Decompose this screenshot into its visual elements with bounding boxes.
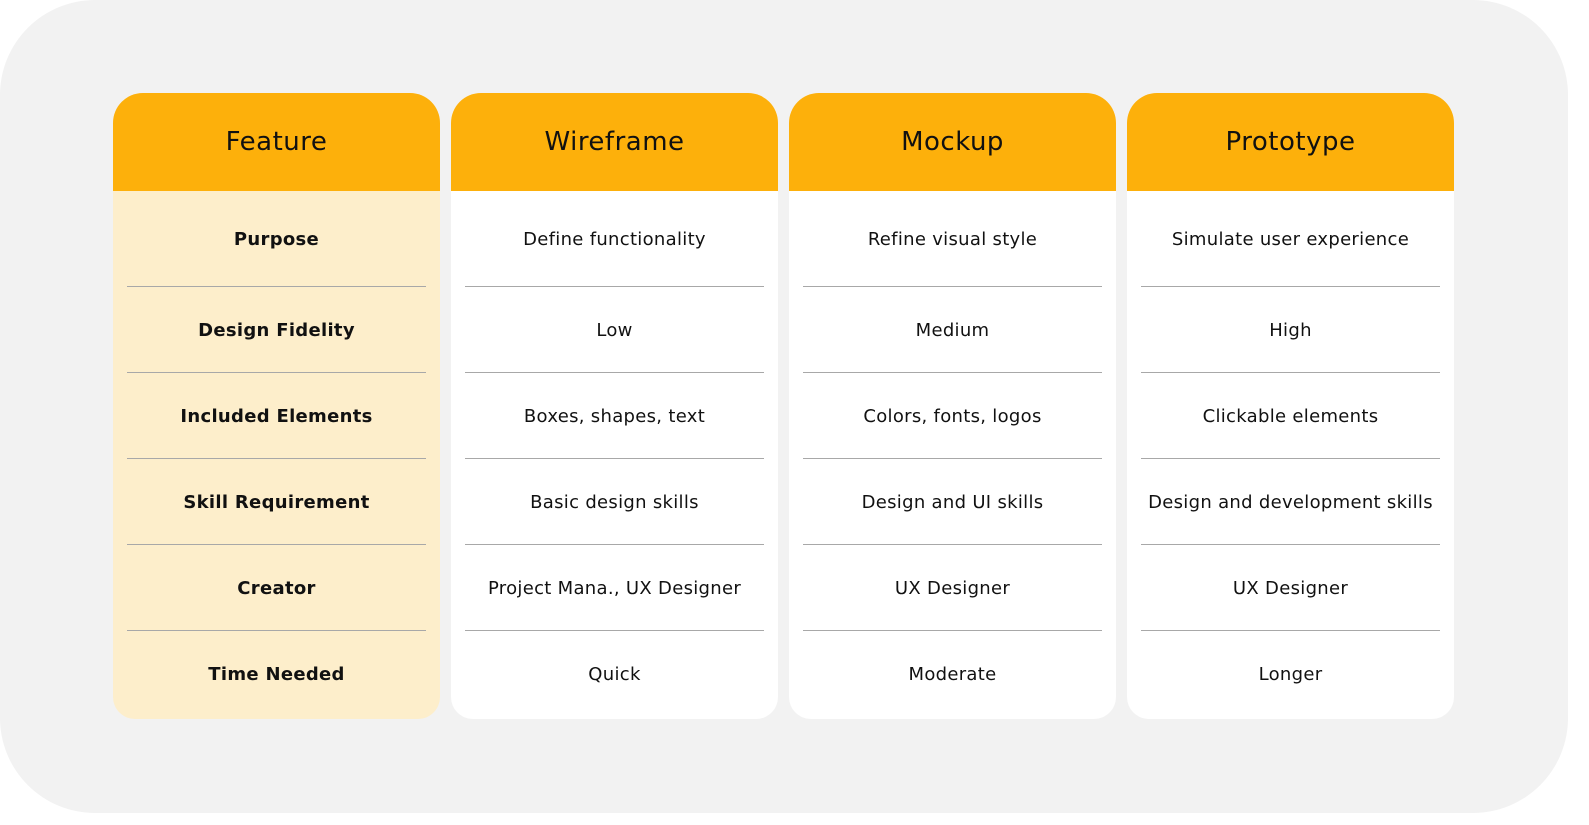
cell-text: Purpose xyxy=(233,228,320,250)
column-header: Feature xyxy=(113,93,440,191)
table-cell: Medium xyxy=(789,287,1116,373)
cell-text: UX Designer xyxy=(894,577,1011,599)
cell-text: High xyxy=(1269,319,1312,341)
table-cell: Design and development skills xyxy=(1127,459,1454,545)
cell-text: Boxes, shapes, text xyxy=(523,405,706,427)
cell-text: Basic design skills xyxy=(530,491,699,513)
column-header: Wireframe xyxy=(451,93,778,191)
column-prototype: Prototype Simulate user experience High Cli… xyxy=(1127,93,1454,719)
cell-text: Longer xyxy=(1258,663,1323,685)
cell-text: Simulate user experience xyxy=(1171,228,1410,250)
table-cell: Low xyxy=(451,287,778,373)
table-cell: Clickable elements xyxy=(1127,373,1454,459)
cell-text: Refine visual style xyxy=(867,228,1038,250)
table-cell: Quick xyxy=(451,631,778,717)
cell-text: Creator xyxy=(237,577,316,599)
column-wireframe: Wireframe Define functionality Low Boxes, s… xyxy=(451,93,778,719)
cell-text: Included Elements xyxy=(180,405,373,427)
table-cell: Refine visual style xyxy=(789,191,1116,287)
column-header: Prototype xyxy=(1127,93,1454,191)
cell-text: Define functionality xyxy=(523,228,706,250)
cell-text: Design and UI skills xyxy=(861,491,1044,513)
row-label: Time Needed xyxy=(113,631,440,717)
cell-text: Skill Requirement xyxy=(183,491,370,513)
table-cell: Simulate user experience xyxy=(1127,191,1454,287)
cell-text: Low xyxy=(596,319,633,341)
cell-text: Clickable elements xyxy=(1202,405,1379,427)
table-cell: Define functionality xyxy=(451,191,778,287)
cell-text: Design and development skills xyxy=(1148,491,1433,513)
table-cell: Basic design skills xyxy=(451,459,778,545)
table-cell: Colors, fonts, logos xyxy=(789,373,1116,459)
cell-text: UX Designer xyxy=(1232,577,1349,599)
column-mockup: Mockup Refine visual style Medium Colors, f… xyxy=(789,93,1116,719)
cell-text: Project Mana., UX Designer xyxy=(487,577,742,599)
column-header: Mockup xyxy=(789,93,1116,191)
cell-text: Medium xyxy=(915,319,990,341)
table-cell: Project Mana., UX Designer xyxy=(451,545,778,631)
table-cell: Longer xyxy=(1127,631,1454,717)
cell-text: Time Needed xyxy=(208,663,345,685)
row-label: Creator xyxy=(113,545,440,631)
row-label: Skill Requirement xyxy=(113,459,440,545)
table-cell: UX Designer xyxy=(789,545,1116,631)
cell-text: Quick xyxy=(588,663,641,685)
column-feature: Feature Purpose Design Fidelity Included El… xyxy=(113,93,440,719)
row-label: Purpose xyxy=(113,191,440,287)
table-cell: High xyxy=(1127,287,1454,373)
table-cell: Boxes, shapes, text xyxy=(451,373,778,459)
table-cell: UX Designer xyxy=(1127,545,1454,631)
table-cell: Design and UI skills xyxy=(789,459,1116,545)
row-label: Design Fidelity xyxy=(113,287,440,373)
cell-text: Colors, fonts, logos xyxy=(863,405,1042,427)
row-label: Included Elements xyxy=(113,373,440,459)
cell-text: Moderate xyxy=(908,663,997,685)
table-cell: Moderate xyxy=(789,631,1116,717)
cell-text: Design Fidelity xyxy=(198,319,355,341)
